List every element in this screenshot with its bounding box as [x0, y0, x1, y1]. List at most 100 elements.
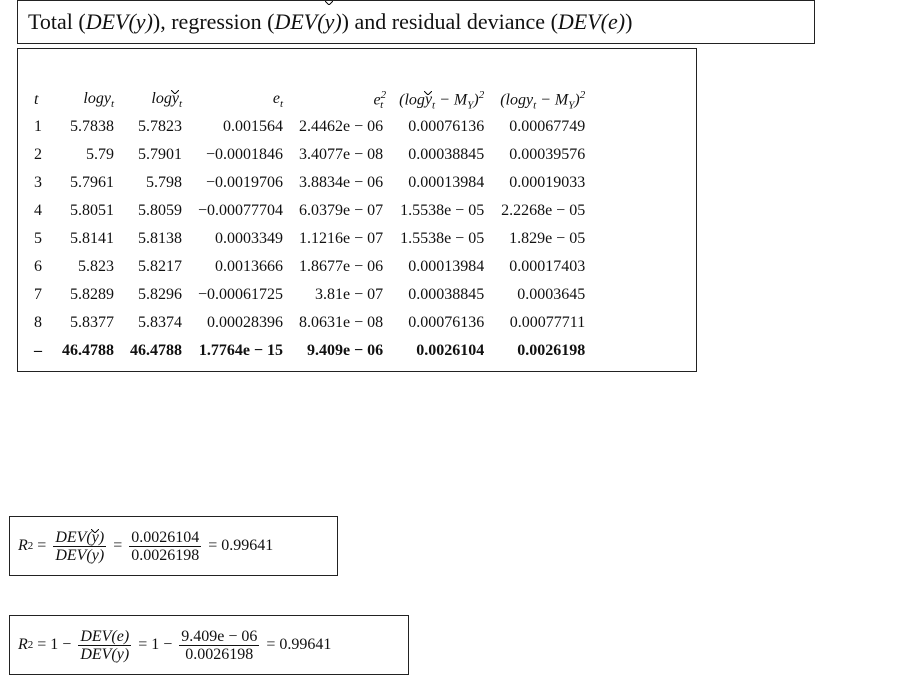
cell-logy: 5.8377: [70, 314, 114, 331]
deviance-table-container: t logyt logyt et e2t (logyt − MY)2 (logy…: [17, 48, 697, 372]
cell-reg: 1.5538e − 05: [400, 202, 485, 219]
cell-logyhat: 5.8217: [138, 258, 182, 275]
cell-reg: 0.00076136: [408, 118, 485, 135]
table-body: 1 5.7838 5.7823 0.001564 2.4462e − 06 0.…: [28, 113, 593, 365]
table-row: 1 5.7838 5.7823 0.001564 2.4462e − 06 0.…: [28, 113, 593, 141]
cell-logy: 5.7961: [70, 174, 114, 191]
f2-lhs-sup: 2: [27, 639, 34, 651]
cell-logyhat: 5.8374: [138, 314, 182, 331]
cell-tot: 0.00067749: [509, 118, 586, 135]
cell-t: 7: [34, 286, 42, 303]
f2-result: 0.99641: [279, 636, 332, 653]
f1-fraction-dev: DEV(y) DEV(y): [53, 528, 107, 564]
table-row: 6 5.823 5.8217 0.0013666 1.8677e − 06 0.…: [28, 253, 593, 281]
header-reg-b: y: [424, 91, 433, 109]
header-e2-text: e: [373, 91, 381, 109]
deviance-table: t logyt logyt et e2t (logyt − MY)2 (logy…: [28, 87, 593, 365]
header-logyhat-b: y: [171, 89, 179, 107]
table-row: 8 5.8377 5.8374 0.00028396 8.0631e − 08 …: [28, 309, 593, 337]
header-logy-text: logy: [83, 89, 111, 107]
header-reg-a: (log: [399, 91, 425, 109]
f2-eq1: = 1 −: [37, 636, 72, 653]
f1-eq2: =: [113, 537, 123, 554]
table-row: 2 5.79 5.7901 −0.0001846 3.4077e − 08 0.…: [28, 141, 593, 169]
f1-lhs-sup: 2: [27, 540, 34, 552]
table-row: 5 5.8141 5.8138 0.0003349 1.1216e − 07 1…: [28, 225, 593, 253]
header-logy-sub: t: [110, 98, 114, 111]
f1-num1: DEV(y): [53, 528, 107, 547]
cell-e2: 6.0379e − 07: [299, 202, 384, 219]
f1-num2: 0.0026104: [129, 528, 202, 547]
f1-den1: DEV(y): [55, 546, 105, 564]
header-reg-c: t: [432, 99, 436, 112]
cell-t: 5: [34, 230, 42, 247]
f2-eq3: =: [266, 636, 276, 653]
f2-fraction-dev: DEV(e) DEV(y): [78, 627, 132, 663]
cell-reg: 0.00076136: [408, 314, 485, 331]
cell-e2: 2.4462e − 06: [299, 118, 384, 135]
header-e-sub: t: [279, 98, 284, 111]
total-reg: 0.0026104: [416, 342, 485, 359]
header-e2: e2t: [291, 87, 391, 113]
table-total-row: – 46.4788 46.4788 1.7764e − 15 9.409e − …: [28, 337, 593, 365]
cell-reg: 0.00038845: [408, 146, 485, 163]
cell-e2: 3.81e − 07: [315, 286, 384, 303]
total-logyhat: 46.4788: [130, 342, 182, 359]
title-suffix: ): [625, 9, 633, 34]
cell-logy: 5.8051: [70, 202, 114, 219]
cell-e2: 3.8834e − 06: [299, 174, 384, 191]
f2-lhs: R: [18, 636, 28, 653]
cell-t: 2: [34, 146, 42, 163]
cell-t: 6: [34, 258, 42, 275]
cell-e: −0.0019706: [206, 174, 284, 191]
cell-e: −0.00061725: [198, 286, 284, 303]
title-dev-yhat-a: DEV(: [274, 9, 325, 34]
cell-tot: 1.829e − 05: [509, 230, 586, 247]
table-title: Total (DEV(y)), regression (DEV(y)) and …: [17, 0, 815, 44]
title-prefix: Total (: [28, 9, 86, 34]
cell-reg: 0.00013984: [408, 258, 485, 275]
cell-logy: 5.79: [86, 146, 114, 163]
f2-num1: DEV(e): [78, 627, 132, 646]
f1-num1-c: ): [98, 528, 105, 546]
cell-e: 0.00028396: [207, 314, 284, 331]
header-e2-sub: t: [380, 99, 384, 112]
cell-e: 0.0003349: [215, 230, 284, 247]
cell-e2: 1.1216e − 07: [299, 230, 384, 247]
header-tot-sup: 2: [579, 88, 586, 101]
title-mid1: ), regression (: [152, 9, 275, 34]
f1-lhs: R: [18, 537, 28, 554]
cell-logyhat: 5.8138: [138, 230, 182, 247]
total-logy: 46.4788: [62, 342, 114, 359]
cell-logyhat: 5.8296: [138, 286, 182, 303]
total-t: –: [34, 342, 42, 359]
f1-eq3: =: [208, 537, 218, 554]
cell-e2: 1.8677e − 06: [299, 258, 384, 275]
f2-den1: DEV(y): [80, 645, 130, 663]
title-dev-yhat-c: ): [334, 9, 342, 34]
cell-logy: 5.823: [78, 258, 114, 275]
cell-e2: 8.0631e − 08: [299, 314, 384, 331]
f1-num1-b: y: [91, 528, 99, 546]
cell-e: −0.00077704: [198, 202, 284, 219]
total-tot: 0.0026198: [517, 342, 586, 359]
cell-e: −0.0001846: [206, 146, 284, 163]
cell-t: 8: [34, 314, 42, 331]
cell-reg: 0.00038845: [408, 286, 485, 303]
title-mid2: ) and residual deviance (: [341, 9, 558, 34]
header-tot-a: (logy: [500, 91, 534, 109]
header-t: t: [34, 91, 39, 108]
header-e: et: [190, 87, 291, 113]
cell-logyhat: 5.798: [146, 174, 182, 191]
header-logyhat-sub: t: [178, 98, 182, 111]
cell-t: 1: [34, 118, 42, 135]
title-dev-y: DEV(y): [85, 9, 153, 34]
header-e-text: e: [272, 89, 280, 107]
f1-den2: 0.0026198: [131, 546, 200, 564]
table-header-row: t logyt logyt et e2t (logyt − MY)2 (logy…: [28, 87, 593, 113]
total-e2: 9.409e − 06: [306, 342, 384, 359]
cell-logy: 5.8289: [70, 286, 114, 303]
header-reg-f: ): [473, 91, 479, 109]
f2-den2: 0.0026198: [185, 645, 254, 663]
